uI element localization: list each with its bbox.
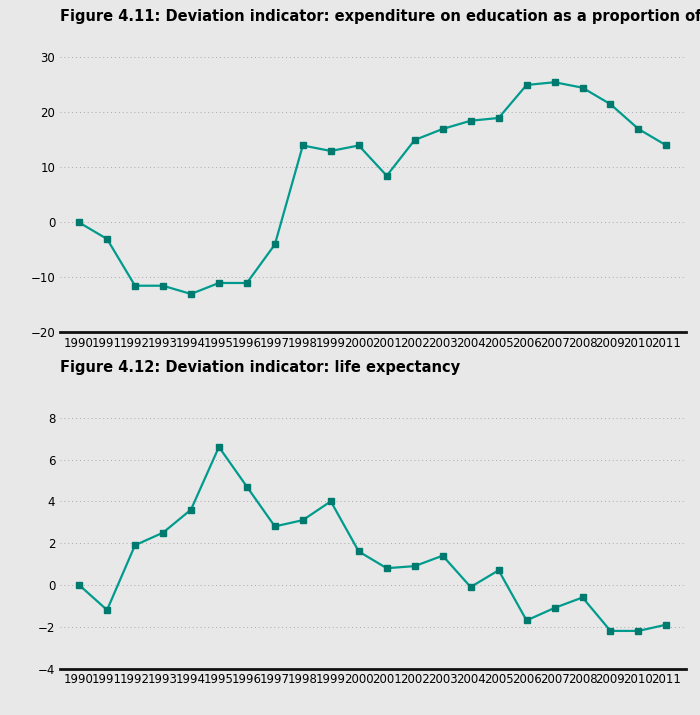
Text: Figure 4.11: Deviation indicator: expenditure on education as a proportion of GN: Figure 4.11: Deviation indicator: expend… — [60, 9, 700, 24]
Text: Figure 4.12: Deviation indicator: life expectancy: Figure 4.12: Deviation indicator: life e… — [60, 360, 460, 375]
